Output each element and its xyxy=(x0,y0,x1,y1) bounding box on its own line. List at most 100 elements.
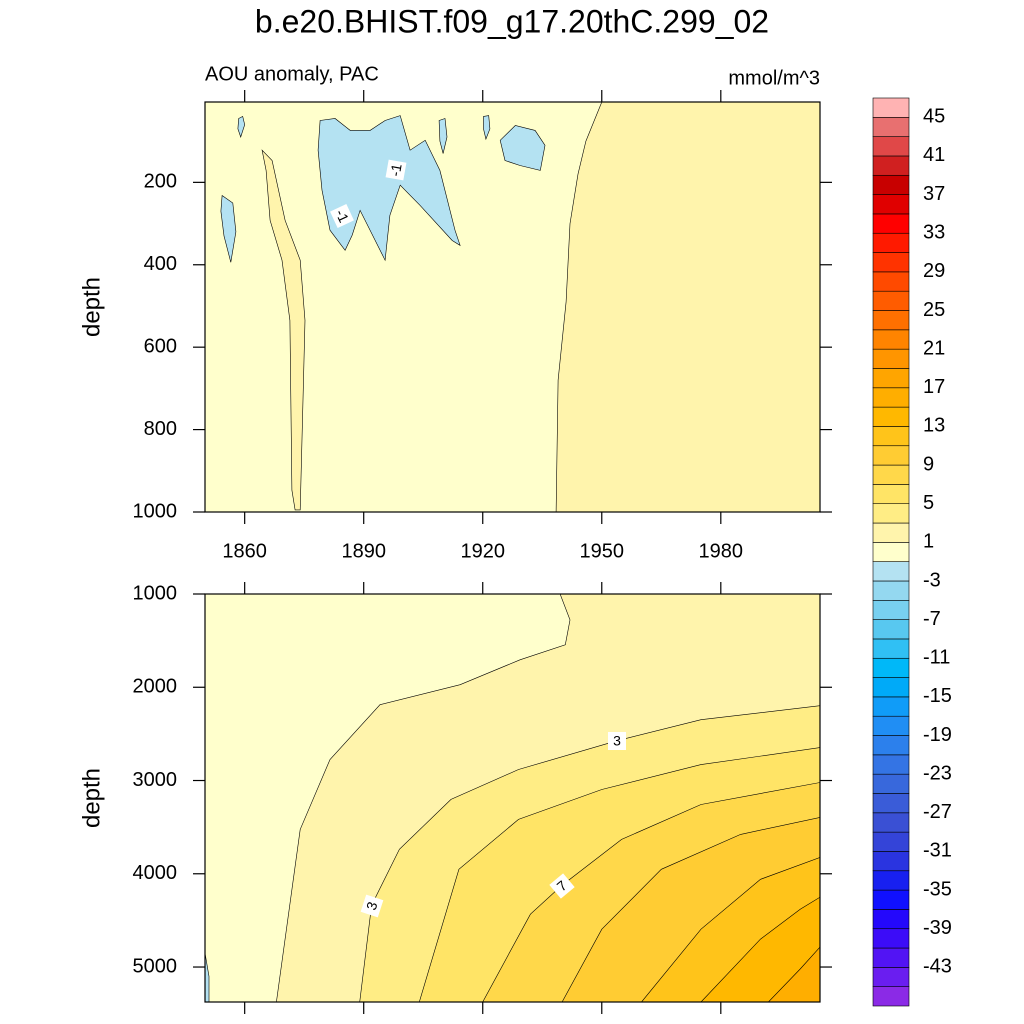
colorbar-tick-label: -7 xyxy=(923,608,941,630)
plot-area xyxy=(205,594,820,1002)
colorbar-box xyxy=(872,232,910,253)
colorbar-tick-label: -15 xyxy=(923,685,952,707)
y-axis-label: depth xyxy=(78,768,105,828)
colorbar-box xyxy=(872,909,910,930)
colorbar-tick-label: -11 xyxy=(923,647,950,669)
y-axis-label: depth xyxy=(78,277,105,337)
colorbar-box xyxy=(872,368,910,389)
colorbar-box xyxy=(872,97,910,118)
colorbar-box xyxy=(872,580,910,601)
y-tick-label: 4000 xyxy=(133,862,178,884)
colorbar-tick-label: 33 xyxy=(923,222,945,244)
colorbar-tick-label: 13 xyxy=(923,415,945,437)
colorbar-box xyxy=(872,928,910,949)
subtitle-left: AOU anomaly, PAC xyxy=(205,63,379,85)
colorbar-box xyxy=(872,445,910,466)
colorbar-tick-label: -27 xyxy=(923,801,952,823)
contour-region xyxy=(205,594,571,1002)
contour-region xyxy=(220,194,237,263)
colorbar-tick-label: 21 xyxy=(923,337,945,359)
colorbar-tick-label: 45 xyxy=(923,106,945,128)
subtitle-right: mmol/m^3 xyxy=(728,67,820,89)
y-tick-label: 2000 xyxy=(133,676,178,698)
colorbar-box xyxy=(872,773,910,794)
colorbar-box xyxy=(872,599,910,620)
colorbar-box xyxy=(872,213,910,234)
contour-label-bg xyxy=(608,732,626,750)
x-tick-label: 1890 xyxy=(341,540,386,562)
plot-area xyxy=(205,102,820,512)
y-tick-label: 400 xyxy=(144,253,177,275)
colorbar-tick-label: 5 xyxy=(923,492,934,514)
contour-region xyxy=(483,115,491,141)
contour-label-bg xyxy=(549,873,575,899)
contour-label: -1 xyxy=(330,204,354,228)
colorbar-box xyxy=(872,967,910,987)
colorbar-tick-label: 9 xyxy=(923,453,934,475)
colorbar-tick-label: -31 xyxy=(923,840,952,862)
plot-frame xyxy=(204,593,821,1003)
contour-region xyxy=(438,118,448,154)
contour-region xyxy=(499,125,546,171)
contour-label-bg xyxy=(385,159,407,181)
contour-label: 3 xyxy=(360,894,384,918)
colorbar-box xyxy=(872,194,910,215)
contour-label-text: 3 xyxy=(613,733,621,749)
colorbar-box xyxy=(872,812,910,833)
colorbar-box xyxy=(872,387,910,408)
colorbar-box xyxy=(872,889,910,910)
colorbar-box xyxy=(872,426,910,447)
colorbar-box xyxy=(872,986,910,1007)
colorbar-box xyxy=(872,619,910,640)
colorbar-box xyxy=(872,290,910,311)
contour-label-bg xyxy=(330,204,354,228)
y-tick-label: 600 xyxy=(144,335,177,357)
colorbar-box xyxy=(872,870,910,891)
y-tick-label: 5000 xyxy=(133,955,178,977)
colorbar-box xyxy=(872,793,910,814)
contour-region xyxy=(205,952,210,1002)
x-tick-label: 1860 xyxy=(222,540,267,562)
colorbar-box xyxy=(872,252,910,273)
contour-label-bg xyxy=(360,894,384,918)
colorbar-box xyxy=(872,735,910,756)
colorbar-box xyxy=(872,851,910,872)
contour-region xyxy=(555,102,820,512)
y-tick-label: 200 xyxy=(144,171,177,193)
colorbar-box xyxy=(872,542,910,562)
contour-label: 3 xyxy=(608,732,626,750)
plot-frame xyxy=(204,101,821,513)
colorbar-tick-label: -39 xyxy=(923,917,952,939)
colorbar-box xyxy=(872,155,910,176)
colorbar-box xyxy=(872,117,910,137)
colorbar-box xyxy=(872,561,910,582)
colorbar-tick-label: 25 xyxy=(923,299,945,321)
contour-region xyxy=(700,896,820,1002)
contour-region xyxy=(237,115,246,138)
contour-region xyxy=(767,946,820,1002)
colorbar-box xyxy=(872,329,910,350)
colorbar-box xyxy=(872,310,910,331)
contour-region xyxy=(317,115,461,262)
colorbar-tick-label: -43 xyxy=(923,956,952,978)
colorbar-tick-label: -3 xyxy=(923,569,941,591)
colorbar-box xyxy=(872,638,910,659)
colorbar-box xyxy=(872,484,910,505)
colorbar-tick-label: -35 xyxy=(923,878,952,900)
colorbar-box xyxy=(872,271,910,292)
colorbar-box xyxy=(872,677,910,698)
x-tick-label: 1980 xyxy=(699,540,744,562)
colorbar-box xyxy=(872,947,910,968)
colorbar-box xyxy=(872,136,910,157)
y-tick-label: 3000 xyxy=(133,769,178,791)
colorbar-box xyxy=(872,503,910,524)
colorbar-tick-label: -23 xyxy=(923,762,952,784)
y-tick-label: 800 xyxy=(144,418,177,440)
colorbar-tick-label: -19 xyxy=(923,724,952,746)
y-tick-label: 1000 xyxy=(133,582,178,604)
colorbar-box xyxy=(872,406,910,427)
x-tick-label: 1920 xyxy=(460,540,505,562)
colorbar-tick-label: 17 xyxy=(923,376,945,398)
contour-label-text: -1 xyxy=(387,162,405,177)
